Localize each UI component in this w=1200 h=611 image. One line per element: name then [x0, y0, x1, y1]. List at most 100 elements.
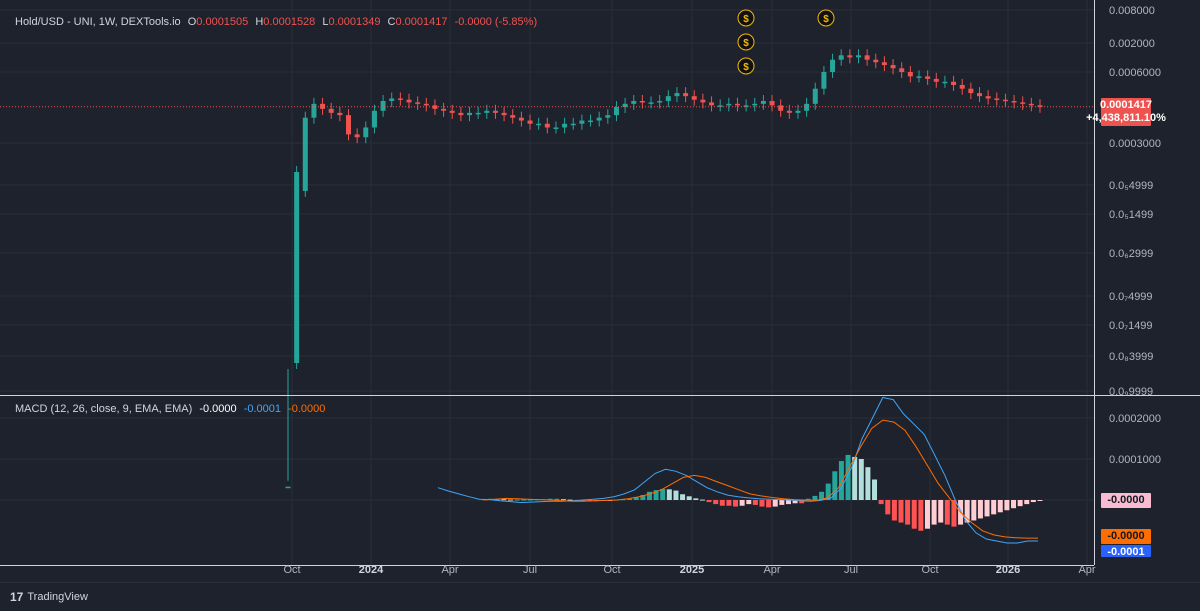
candle-body: [976, 93, 982, 97]
macd-hist-bar: [885, 500, 891, 515]
time-tick-label: Oct: [921, 564, 938, 576]
candle-body: [613, 107, 619, 116]
macd-hist-bar: [706, 500, 712, 503]
candle-body: [1011, 101, 1017, 103]
macd-hist-bar: [878, 500, 884, 505]
candle-body: [302, 117, 308, 191]
candle-body: [700, 99, 706, 103]
candle-body: [518, 117, 524, 121]
close-label: C: [387, 16, 396, 28]
macd-lines[interactable]: [437, 396, 1038, 544]
candle-body: [570, 123, 576, 126]
event-markers[interactable]: $ $ $ $: [737, 9, 835, 75]
price-tick-label: 0.0₇1499: [1109, 320, 1153, 332]
time-tick-label: Jul: [523, 564, 537, 576]
time-tick-label: Apr: [1078, 564, 1095, 576]
price-tick-label: 0.0₅1499: [1109, 209, 1153, 221]
macd-hist-bar: [938, 500, 944, 523]
last-price-badge-text: 0.0001417: [1100, 99, 1152, 111]
candle-series[interactable]: [285, 49, 1043, 489]
candle-body: [769, 101, 775, 106]
candle-body: [994, 98, 1000, 100]
candle-body: [354, 134, 360, 138]
macd-hist-bar: [977, 500, 983, 519]
candle-body: [786, 110, 792, 113]
macd-hist-bar: [580, 500, 586, 501]
candle-body: [397, 98, 403, 100]
candle-body: [951, 81, 957, 85]
macd-hist-bar: [799, 500, 805, 504]
macd-hist-bar: [772, 500, 778, 507]
candle-body: [596, 117, 602, 121]
candle-body: [821, 72, 827, 89]
macd-hist-bar: [825, 483, 831, 500]
candle-body: [812, 88, 818, 104]
candle-body: [734, 103, 740, 106]
candle-body: [890, 65, 896, 69]
macd-hist-bar: [984, 500, 990, 517]
macd-hist-bar: [852, 456, 858, 500]
macd-hist-bar: [812, 495, 818, 500]
candle-body: [760, 101, 766, 104]
candle-body: [622, 103, 628, 108]
candle-body: [449, 110, 455, 113]
macd-hist-bar: [865, 467, 871, 500]
macd-line: [437, 396, 1038, 544]
macd-hist-bar: [997, 500, 1003, 513]
macd-histogram[interactable]: [481, 454, 1043, 531]
candle-body: [683, 93, 689, 97]
macd-hist-bar: [971, 500, 977, 521]
candle-body: [467, 112, 473, 116]
candle-body: [544, 123, 550, 128]
candle-body: [588, 120, 594, 123]
tradingview-brand: TradingView: [27, 591, 88, 603]
macd-hist-bar: [838, 461, 844, 500]
macd-hist-bar: [1024, 500, 1030, 505]
candle-body: [847, 55, 853, 58]
macd-hist-bar: [931, 500, 937, 525]
macd-hist-bar: [759, 500, 765, 507]
macd-hist-bar: [554, 498, 560, 500]
candle-body: [881, 62, 887, 66]
candle-body: [1028, 103, 1034, 106]
candle-body: [855, 55, 861, 58]
candle-body: [907, 72, 913, 77]
symbol-title[interactable]: Hold/USD - UNI, 1W, DEXTools.io: [15, 16, 181, 28]
candle-body: [899, 68, 905, 72]
macd-hist-bar: [680, 494, 686, 500]
event-marker-icon: [737, 57, 755, 75]
candle-body: [1037, 105, 1043, 107]
chart-svg: $ $$$ 0.0080000.0020000.00060000.00030000…: [0, 0, 1200, 576]
candle-body: [648, 102, 654, 104]
open-value: 0.0001505: [196, 16, 249, 28]
macd-hist-bar: [653, 490, 659, 500]
event-marker-icon: [737, 33, 755, 51]
macd-hist-bar: [660, 488, 666, 500]
candle-body: [691, 96, 697, 100]
signal-badge-text: -0.0000: [1107, 530, 1144, 542]
candle-body: [778, 105, 784, 111]
candle-body: [864, 55, 870, 60]
price-tick-label: 0.0₇4999: [1109, 291, 1153, 303]
candle-body: [804, 103, 810, 111]
candle-body: [527, 120, 533, 124]
macd-hist-bar: [507, 499, 513, 501]
candle-body: [838, 55, 844, 60]
candle-body: [665, 96, 671, 101]
price-badges: 0.0001417+4,438,811.10% -0.0000 -0.0000 -0.…: [1086, 98, 1166, 558]
macd-title[interactable]: MACD (12, 26, close, 9, EMA, EMA): [15, 403, 193, 415]
macd-hist-bar: [547, 498, 553, 500]
candle-body: [389, 98, 395, 101]
tradingview-logo[interactable]: 17 TradingView: [10, 590, 88, 604]
macd-hist-bar: [858, 459, 864, 500]
macd-hist-bar: [1030, 500, 1036, 503]
macd-hist-bar: [693, 498, 699, 500]
price-tick-label: 0.0006000: [1109, 67, 1161, 79]
close-value: 0.0001417: [395, 16, 448, 28]
candle-body: [743, 105, 749, 107]
candle-body: [942, 81, 948, 84]
macd-hist-bar: [646, 491, 652, 500]
candle-body: [363, 127, 369, 138]
candle-body: [328, 108, 334, 113]
tradingview-logo-icon: 17: [10, 590, 24, 604]
